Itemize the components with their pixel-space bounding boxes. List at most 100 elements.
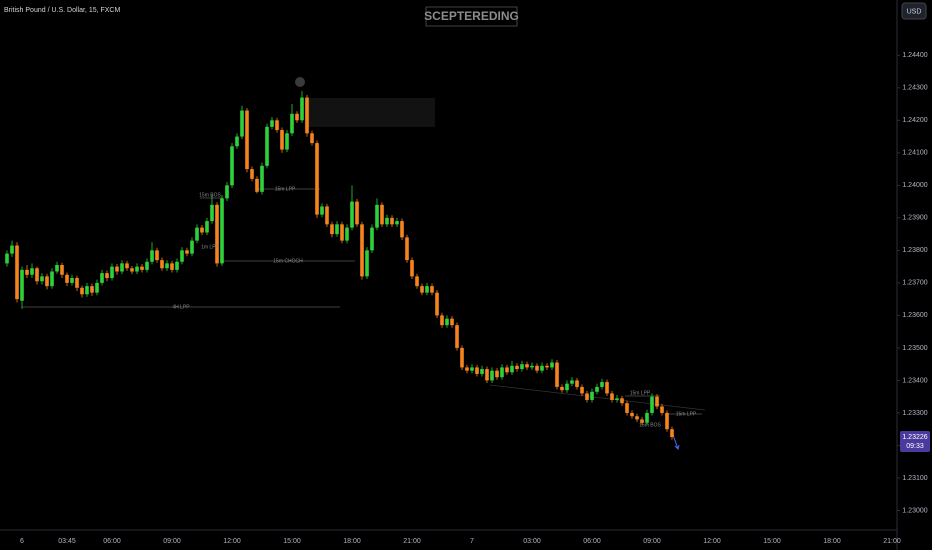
candle-body [450, 318, 454, 326]
candle-body [595, 386, 599, 392]
y-tick-label: 1.23100 [902, 475, 927, 482]
candle-body [440, 315, 444, 326]
candle-body [195, 227, 199, 241]
y-tick-label: 1.24000 [902, 182, 927, 189]
candle-body [240, 110, 244, 137]
candle-body [470, 367, 474, 371]
candle-body [635, 416, 639, 420]
y-tick-label: 1.23000 [902, 507, 927, 514]
candle-body [565, 383, 569, 391]
candle-body [425, 286, 429, 293]
candle-body [445, 318, 449, 326]
candle-body [200, 227, 204, 233]
candle-body [465, 367, 469, 371]
candle-body [5, 253, 9, 264]
candle-body [485, 369, 489, 381]
candle-body [520, 364, 524, 370]
trend-line [489, 384, 706, 411]
y-tick-label: 1.23700 [902, 280, 927, 287]
candle-body [550, 362, 554, 368]
candle-body [530, 365, 534, 368]
candle-body [175, 261, 179, 270]
candle-body [430, 286, 434, 293]
candle-body [210, 204, 214, 222]
candle-body [145, 261, 149, 270]
candle-body [290, 113, 294, 134]
candle-body [420, 286, 424, 293]
candle-body [155, 250, 159, 261]
currency[interactable]: USD [907, 8, 922, 15]
candle-body [150, 250, 154, 262]
annotation: 15m LPP [630, 390, 651, 396]
x-tick-label: 06:00 [103, 538, 121, 545]
candle-body [160, 260, 164, 269]
candle-body [540, 365, 544, 371]
candle-body [415, 276, 419, 287]
candle-body [360, 224, 364, 277]
marker-circle [295, 77, 305, 87]
candle-body [35, 268, 39, 282]
annotation: 15m CHOCH [273, 258, 303, 264]
candle-body [665, 412, 669, 430]
candle-body [235, 136, 239, 147]
last-price-box [900, 431, 930, 452]
candle-body [250, 169, 254, 179]
candle-body [230, 146, 234, 186]
candle-body [660, 406, 664, 413]
y-tick-label: 1.23400 [902, 377, 927, 384]
y-tick-label: 1.24400 [902, 52, 927, 59]
candle-body [310, 133, 314, 144]
candle-body [40, 276, 44, 282]
annotation: 15m LPP [275, 186, 296, 192]
candle-body [535, 365, 539, 371]
candle-body [90, 286, 94, 293]
candle-body [115, 266, 119, 272]
candle-body [20, 269, 24, 301]
candle-body [325, 206, 329, 225]
candle-body [545, 365, 549, 368]
candle-body [300, 97, 304, 121]
watermark: SCEPTEREDING [424, 9, 519, 23]
candle-body [385, 217, 389, 225]
candle-body [490, 370, 494, 381]
candle-body [15, 245, 19, 300]
candle-body [60, 265, 64, 275]
candle-body [625, 403, 629, 413]
candle-body [30, 268, 34, 275]
candle-body [100, 273, 104, 283]
candle-body [350, 201, 354, 228]
candle-body [305, 97, 309, 134]
currency-box[interactable] [901, 2, 927, 20]
candle-body [270, 120, 274, 127]
candle-body [375, 204, 379, 228]
candle-body [10, 245, 14, 254]
candle-body [140, 266, 144, 270]
y-tick-label: 1.23500 [902, 345, 927, 352]
candle-body [295, 113, 299, 121]
candle-body [280, 130, 284, 150]
candle-body [170, 263, 174, 270]
x-tick-label: 03:45 [58, 538, 76, 545]
candle-body [80, 287, 84, 295]
candle-body [105, 273, 109, 279]
y-tick-label: 1.23900 [902, 215, 927, 222]
candle-body [610, 393, 614, 400]
candle-body [655, 396, 659, 407]
x-tick-label: 21:00 [403, 538, 421, 545]
x-tick-label: 7 [470, 538, 474, 545]
candle-body [365, 250, 369, 277]
candle-body [205, 221, 209, 233]
y-tick-label: 1.23300 [902, 410, 927, 417]
annotation: 15m BOS [199, 192, 221, 198]
candle-body [620, 398, 624, 404]
candle-body [265, 126, 269, 166]
candle-body [220, 198, 224, 264]
y-tick-label: 1.24100 [902, 150, 927, 157]
candle-body [75, 278, 79, 288]
candle-body [435, 292, 439, 316]
candle-body [225, 185, 229, 199]
candle-body [285, 133, 289, 150]
candle-body [605, 382, 609, 394]
candle-body [585, 393, 589, 400]
candle-body [180, 250, 184, 262]
